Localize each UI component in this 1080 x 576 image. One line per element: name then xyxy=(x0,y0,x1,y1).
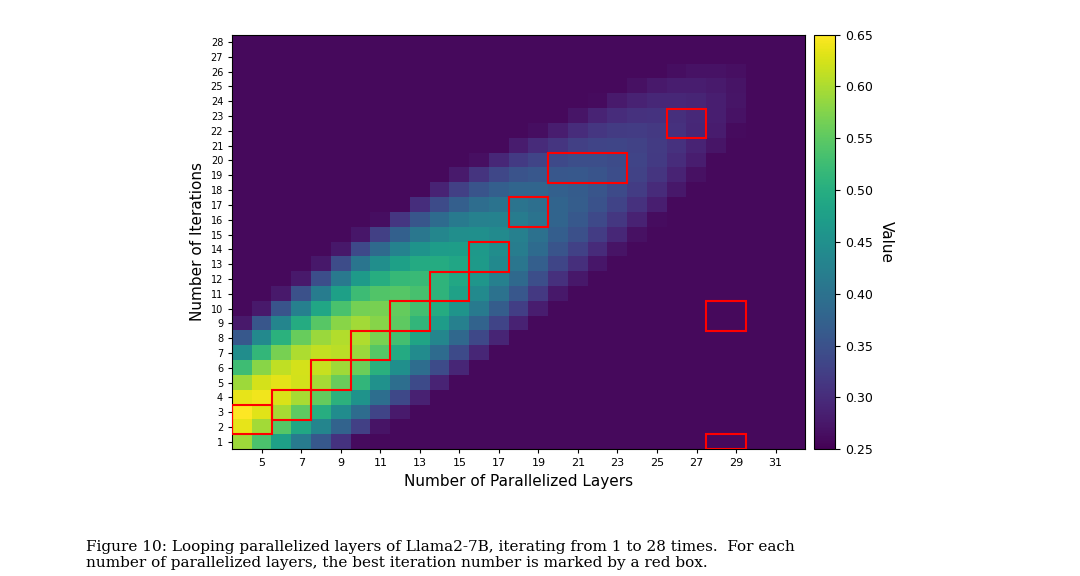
Bar xyxy=(549,153,627,183)
Bar xyxy=(509,198,549,227)
Bar xyxy=(272,390,311,420)
Bar xyxy=(430,271,470,301)
Bar xyxy=(390,301,430,331)
Y-axis label: Number of Iterations: Number of Iterations xyxy=(190,162,205,321)
X-axis label: Number of Parallelized Layers: Number of Parallelized Layers xyxy=(404,474,633,489)
Y-axis label: Value: Value xyxy=(879,221,893,263)
Bar xyxy=(666,109,706,138)
Bar xyxy=(351,331,390,361)
Text: Figure 10: Looping parallelized layers of Llama2-7B, iterating from 1 to 28 time: Figure 10: Looping parallelized layers o… xyxy=(86,540,795,570)
Bar xyxy=(470,242,509,271)
Bar xyxy=(311,361,351,390)
Bar xyxy=(232,405,272,434)
Bar xyxy=(706,301,746,331)
Bar xyxy=(706,434,746,449)
